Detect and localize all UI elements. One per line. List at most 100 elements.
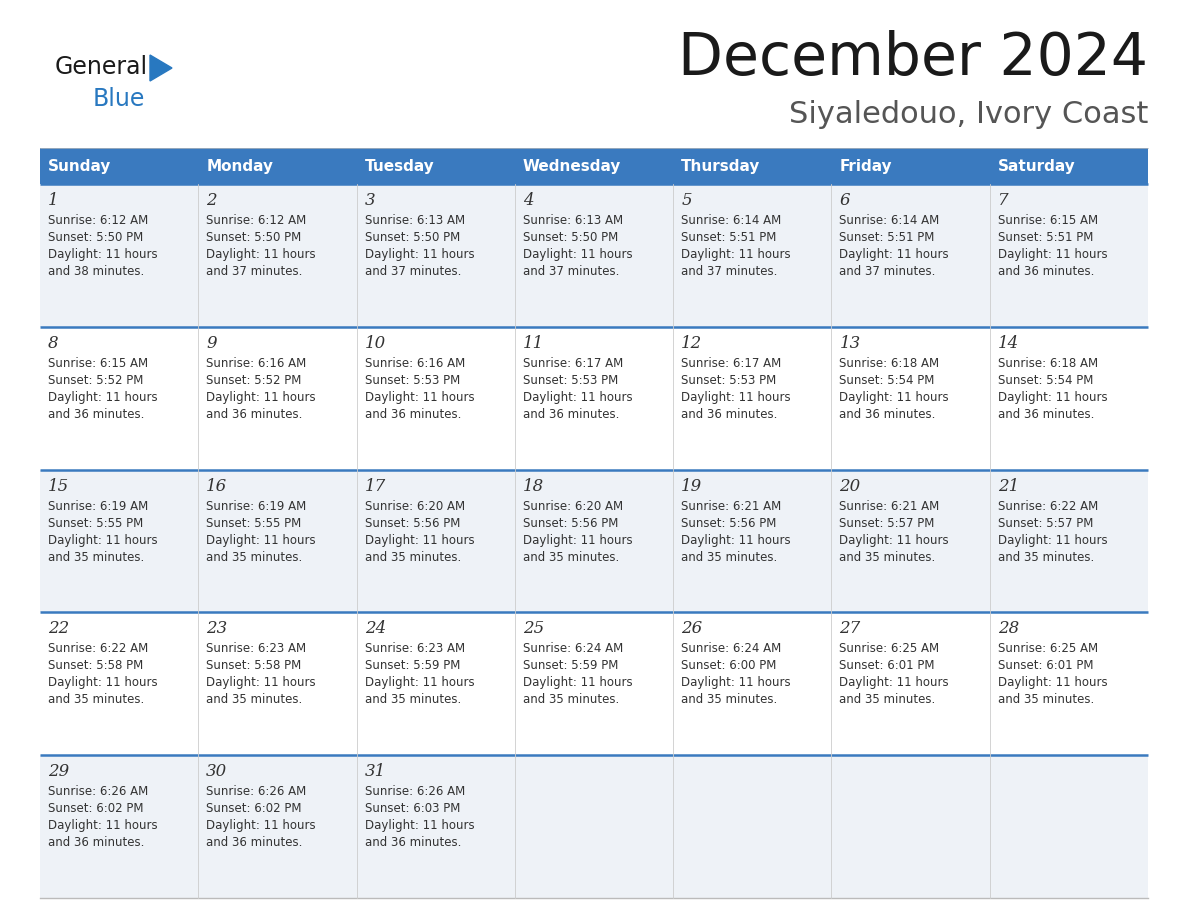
Text: Daylight: 11 hours: Daylight: 11 hours	[840, 248, 949, 261]
Text: and 37 minutes.: and 37 minutes.	[365, 265, 461, 278]
Text: and 35 minutes.: and 35 minutes.	[840, 551, 936, 564]
Text: and 36 minutes.: and 36 minutes.	[48, 408, 145, 420]
Text: 19: 19	[681, 477, 702, 495]
Text: Sunrise: 6:12 AM: Sunrise: 6:12 AM	[207, 214, 307, 227]
Polygon shape	[150, 55, 172, 81]
Text: Sunset: 5:54 PM: Sunset: 5:54 PM	[998, 374, 1093, 386]
Text: and 35 minutes.: and 35 minutes.	[998, 551, 1094, 564]
Text: Daylight: 11 hours: Daylight: 11 hours	[998, 391, 1107, 404]
Text: Daylight: 11 hours: Daylight: 11 hours	[48, 533, 158, 546]
Text: 17: 17	[365, 477, 386, 495]
Text: Sunset: 5:51 PM: Sunset: 5:51 PM	[840, 231, 935, 244]
Text: Sunset: 5:50 PM: Sunset: 5:50 PM	[365, 231, 460, 244]
Text: Daylight: 11 hours: Daylight: 11 hours	[48, 248, 158, 261]
Text: 29: 29	[48, 763, 69, 780]
Text: Sunset: 5:56 PM: Sunset: 5:56 PM	[365, 517, 460, 530]
Text: and 37 minutes.: and 37 minutes.	[681, 265, 777, 278]
Text: Daylight: 11 hours: Daylight: 11 hours	[523, 677, 632, 689]
Text: 24: 24	[365, 621, 386, 637]
Text: Sunset: 5:58 PM: Sunset: 5:58 PM	[207, 659, 302, 672]
Text: Sunrise: 6:21 AM: Sunrise: 6:21 AM	[681, 499, 782, 512]
Text: Sunset: 5:54 PM: Sunset: 5:54 PM	[840, 374, 935, 386]
Text: 10: 10	[365, 335, 386, 352]
Text: Sunset: 5:59 PM: Sunset: 5:59 PM	[523, 659, 618, 672]
Text: and 35 minutes.: and 35 minutes.	[207, 693, 303, 706]
Text: and 35 minutes.: and 35 minutes.	[365, 693, 461, 706]
Text: Blue: Blue	[93, 87, 145, 111]
Text: Sunrise: 6:26 AM: Sunrise: 6:26 AM	[207, 785, 307, 798]
Text: 25: 25	[523, 621, 544, 637]
Bar	[40, 184, 1148, 327]
Text: 28: 28	[998, 621, 1019, 637]
Text: and 37 minutes.: and 37 minutes.	[840, 265, 936, 278]
Text: Sunset: 5:59 PM: Sunset: 5:59 PM	[365, 659, 460, 672]
Bar	[40, 470, 1148, 612]
Text: Sunrise: 6:22 AM: Sunrise: 6:22 AM	[48, 643, 148, 655]
Text: and 36 minutes.: and 36 minutes.	[681, 408, 777, 420]
Text: Sunrise: 6:19 AM: Sunrise: 6:19 AM	[207, 499, 307, 512]
Text: and 36 minutes.: and 36 minutes.	[998, 265, 1094, 278]
Text: Sunset: 6:02 PM: Sunset: 6:02 PM	[48, 802, 144, 815]
Text: Sunrise: 6:22 AM: Sunrise: 6:22 AM	[998, 499, 1098, 512]
Text: and 36 minutes.: and 36 minutes.	[998, 408, 1094, 420]
Text: Sunrise: 6:15 AM: Sunrise: 6:15 AM	[48, 357, 148, 370]
Text: Sunset: 5:51 PM: Sunset: 5:51 PM	[681, 231, 777, 244]
Text: 6: 6	[840, 192, 851, 209]
Text: Sunset: 6:01 PM: Sunset: 6:01 PM	[998, 659, 1093, 672]
Text: 15: 15	[48, 477, 69, 495]
Text: Daylight: 11 hours: Daylight: 11 hours	[207, 248, 316, 261]
Text: Sunset: 5:56 PM: Sunset: 5:56 PM	[523, 517, 618, 530]
Text: 20: 20	[840, 477, 860, 495]
Text: Daylight: 11 hours: Daylight: 11 hours	[840, 677, 949, 689]
Text: 4: 4	[523, 192, 533, 209]
Text: and 36 minutes.: and 36 minutes.	[207, 836, 303, 849]
Text: Daylight: 11 hours: Daylight: 11 hours	[523, 391, 632, 404]
Text: Daylight: 11 hours: Daylight: 11 hours	[48, 819, 158, 833]
Text: Daylight: 11 hours: Daylight: 11 hours	[207, 677, 316, 689]
Text: and 38 minutes.: and 38 minutes.	[48, 265, 144, 278]
Text: and 36 minutes.: and 36 minutes.	[48, 836, 145, 849]
Text: and 35 minutes.: and 35 minutes.	[365, 551, 461, 564]
Text: and 36 minutes.: and 36 minutes.	[365, 408, 461, 420]
Text: Siyaledouo, Ivory Coast: Siyaledouo, Ivory Coast	[789, 100, 1148, 129]
Text: Daylight: 11 hours: Daylight: 11 hours	[681, 533, 791, 546]
Text: Sunset: 6:03 PM: Sunset: 6:03 PM	[365, 802, 460, 815]
Text: Daylight: 11 hours: Daylight: 11 hours	[207, 533, 316, 546]
Text: Sunrise: 6:23 AM: Sunrise: 6:23 AM	[207, 643, 307, 655]
Text: Sunrise: 6:14 AM: Sunrise: 6:14 AM	[681, 214, 782, 227]
Text: Sunset: 5:50 PM: Sunset: 5:50 PM	[48, 231, 144, 244]
Text: Wednesday: Wednesday	[523, 159, 621, 174]
Bar	[40, 327, 1148, 470]
Text: Sunset: 5:53 PM: Sunset: 5:53 PM	[681, 374, 777, 386]
Text: Sunset: 5:53 PM: Sunset: 5:53 PM	[523, 374, 618, 386]
Text: Sunset: 5:50 PM: Sunset: 5:50 PM	[207, 231, 302, 244]
Text: 3: 3	[365, 192, 375, 209]
Text: Sunset: 5:52 PM: Sunset: 5:52 PM	[48, 374, 144, 386]
Text: Saturday: Saturday	[998, 159, 1075, 174]
Text: and 35 minutes.: and 35 minutes.	[523, 551, 619, 564]
Text: Sunrise: 6:13 AM: Sunrise: 6:13 AM	[523, 214, 623, 227]
Text: Daylight: 11 hours: Daylight: 11 hours	[207, 391, 316, 404]
Text: and 35 minutes.: and 35 minutes.	[48, 693, 144, 706]
Text: 14: 14	[998, 335, 1019, 352]
Text: Daylight: 11 hours: Daylight: 11 hours	[48, 677, 158, 689]
Text: and 37 minutes.: and 37 minutes.	[207, 265, 303, 278]
Text: Sunrise: 6:15 AM: Sunrise: 6:15 AM	[998, 214, 1098, 227]
Text: Sunrise: 6:16 AM: Sunrise: 6:16 AM	[207, 357, 307, 370]
Text: Daylight: 11 hours: Daylight: 11 hours	[840, 391, 949, 404]
Text: Sunrise: 6:17 AM: Sunrise: 6:17 AM	[523, 357, 624, 370]
Text: Sunrise: 6:18 AM: Sunrise: 6:18 AM	[998, 357, 1098, 370]
Text: 30: 30	[207, 763, 228, 780]
Text: 16: 16	[207, 477, 228, 495]
Text: 8: 8	[48, 335, 58, 352]
Text: Sunset: 5:50 PM: Sunset: 5:50 PM	[523, 231, 618, 244]
Text: Sunset: 5:57 PM: Sunset: 5:57 PM	[998, 517, 1093, 530]
Text: 21: 21	[998, 477, 1019, 495]
Text: Sunset: 6:01 PM: Sunset: 6:01 PM	[840, 659, 935, 672]
Text: Sunrise: 6:25 AM: Sunrise: 6:25 AM	[840, 643, 940, 655]
Text: 26: 26	[681, 621, 702, 637]
Text: Sunday: Sunday	[48, 159, 112, 174]
Text: Sunset: 5:58 PM: Sunset: 5:58 PM	[48, 659, 144, 672]
Text: Sunset: 5:55 PM: Sunset: 5:55 PM	[207, 517, 302, 530]
Text: Daylight: 11 hours: Daylight: 11 hours	[365, 533, 474, 546]
